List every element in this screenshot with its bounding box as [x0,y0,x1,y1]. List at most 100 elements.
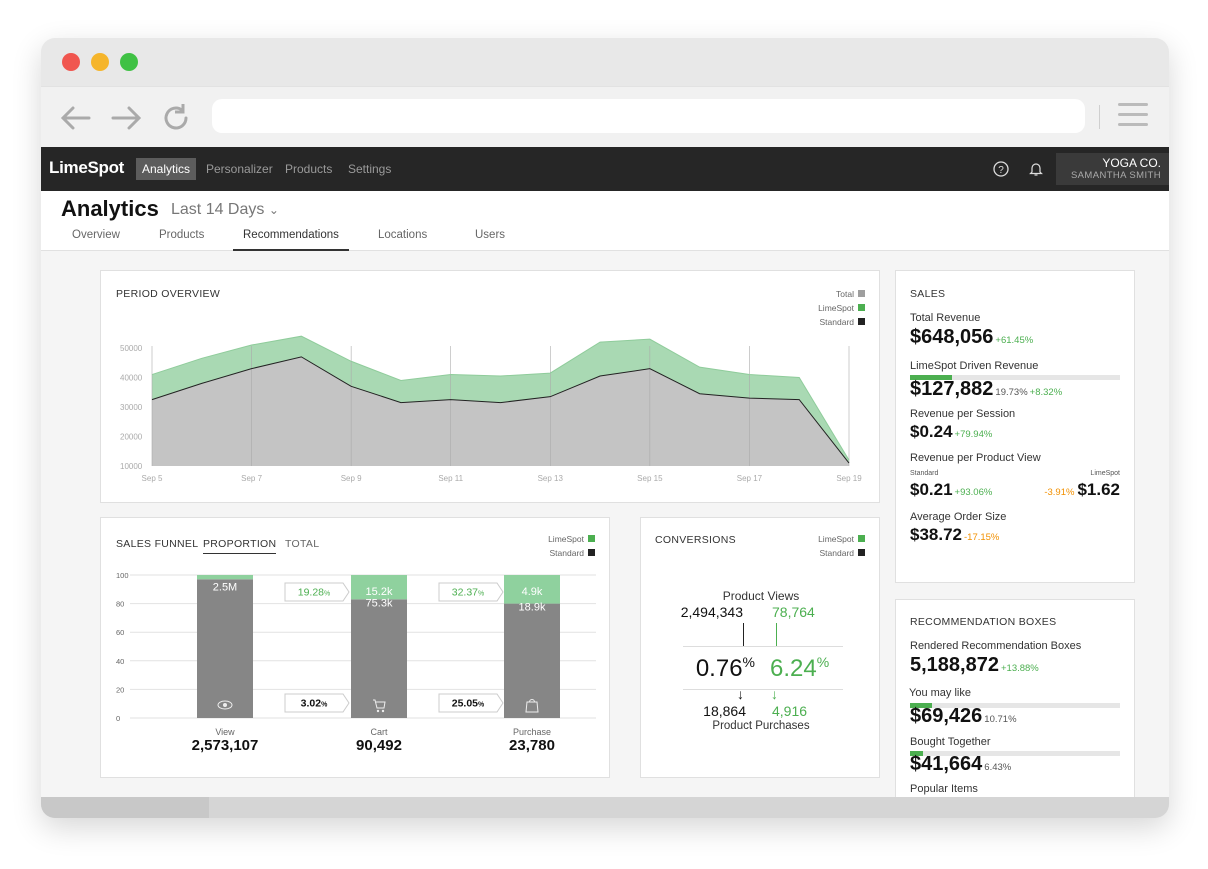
scrollbar-thumb[interactable] [41,797,209,818]
you-may-like-label: You may like [909,687,971,699]
y-tick-label: 60 [116,628,124,637]
funnel-legend: LimeSpot Standard [548,532,595,560]
limespot-revenue-change: +8.32% [1029,387,1063,398]
y-tick-label: 50000 [120,344,143,353]
page-title: Analytics [61,196,159,221]
revenue-per-session-value: $0.24 +79.94% [910,422,993,441]
rendered-boxes-label: Rendered Recommendation Boxes [910,640,1082,652]
browser-toolbar [41,86,1169,147]
popular-items-label: Popular Items [910,783,978,795]
you-may-like-pct: 10.71% [984,714,1017,725]
period-overview-card: PERIOD OVERVIEW Total LimeSpot Standard … [100,270,880,503]
y-tick-label: 20 [116,685,124,694]
tab-total[interactable]: TOTAL [285,538,320,550]
stage-name: View [215,727,235,737]
limespot-bar-label: 15.2k [366,586,393,598]
sales-funnel-card: SALES FUNNEL PROPORTION TOTAL LimeSpot S… [100,517,610,778]
limespot-rate-value: 19.28% [298,587,331,599]
product-purchases-label: Product Purchases [712,720,810,732]
svg-text:?: ? [998,165,1004,176]
tab-users[interactable]: Users [475,229,506,241]
per-view-standard-change: +93.06% [954,487,993,498]
conversions-card: CONVERSIONS LimeSpot Standard Product Vi… [640,517,880,778]
limespot-rate-flag [438,582,504,602]
x-tick-label: Sep 9 [341,474,362,483]
y-tick-label: 10000 [120,462,143,471]
standard-rate-flag [438,693,504,713]
stage-name: Purchase [513,727,551,737]
revenue-per-session-change: +79.94% [954,429,993,440]
recommendation-boxes-title: RECOMMENDATION BOXES [910,616,1057,628]
dashboard-content: PERIOD OVERVIEW Total LimeSpot Standard … [41,251,1169,799]
minimize-window-dot[interactable] [91,53,109,71]
nav-products[interactable]: Products [285,162,333,176]
legend-standard: Standard [818,546,865,560]
limespot-bar-label: 4.9k [522,586,543,598]
date-range-dropdown[interactable]: Last 14 Days ⌄ [171,201,279,219]
tab-recommendations[interactable]: Recommendations [233,229,349,251]
bought-together-pct: 6.43% [984,762,1012,773]
period-overview-chart: 50000 40000 30000 20000 10000 Sep 5 Sep 7 Sep 9… [120,335,862,483]
cart-icon [373,699,386,713]
legend-limespot: LimeSpot [818,301,865,315]
account-company: YOGA CO. [1102,156,1161,170]
standard-bar [197,579,253,718]
back-arrow-icon[interactable] [59,101,93,135]
x-tick-label: Sep 15 [637,474,663,483]
account-menu[interactable]: YOGA CO. SAMANTHA SMITH [1056,153,1169,185]
standard-area [152,356,849,466]
standard-bar-label: 75.3k [366,597,393,609]
nav-analytics[interactable]: Analytics [136,158,197,180]
tab-locations[interactable]: Locations [378,229,428,241]
tab-products[interactable]: Products [159,229,205,241]
bought-together-value: $41,664 6.43% [910,753,1012,775]
maximize-window-dot[interactable] [120,53,138,71]
bought-together-label: Bought Together [910,736,991,748]
x-tick-label: Sep 13 [538,474,564,483]
product-views-label: Product Views [722,589,800,603]
conversions-title: CONVERSIONS [655,534,736,546]
bag-icon [525,699,539,713]
standard-conversion-rate: 0.76% [695,654,755,682]
bell-icon[interactable] [1029,161,1043,177]
nav-settings[interactable]: Settings [348,162,392,176]
recommendation-boxes-card: RECOMMENDATION BOXES Rendered Recommenda… [895,599,1135,799]
sales-card: SALES Total Revenue $648,056 +61.45% Lime… [895,270,1135,583]
close-window-dot[interactable] [62,53,80,71]
period-overview-title: PERIOD OVERVIEW [116,288,221,300]
nav-personalizer[interactable]: Personalizer [206,162,273,176]
limespot-revenue-bar [910,375,1120,380]
legend-limespot: LimeSpot [548,532,595,546]
limespot-views-line [776,623,777,647]
standard-bar [351,599,407,718]
limespot-revenue-share: 19.73% [995,387,1028,398]
hamburger-menu-icon[interactable] [1118,103,1148,129]
total-line [151,335,850,461]
address-bar[interactable] [212,99,1085,133]
y-tick-label: 40000 [120,374,143,383]
per-view-limespot-change: -3.91% [1044,487,1075,498]
tab-proportion[interactable]: PROPORTION [203,538,277,554]
horizontal-scrollbar[interactable] [41,797,1169,818]
bag-body [525,699,539,713]
help-icon[interactable]: ? [993,161,1009,177]
per-view-standard-value: $0.21 +93.06% [910,480,993,499]
reload-icon[interactable] [159,101,193,135]
limespot-purchases: 4,916 [772,703,808,719]
chevron-down-icon: ⌄ [268,203,279,217]
limespot-views: 78,764 [772,604,815,620]
legend-limespot: LimeSpot [818,532,865,546]
rendered-boxes-change: +13.88% [1000,663,1039,674]
total-revenue-value: $648,056 +61.45% [910,326,1034,348]
forward-arrow-icon[interactable] [109,101,143,135]
per-view-limespot-value: -3.91% $1.62 [1044,480,1120,499]
page-header: Analytics Last 14 Days ⌄ Overview Produc… [41,191,1169,251]
sales-funnel-title: SALES FUNNEL [116,538,199,550]
y-tick-label: 20000 [120,433,143,442]
eye-outline [217,700,233,710]
down-arrow-icon: ↓ [771,686,778,702]
stage-total: 2,573,107 [192,737,259,754]
per-view-standard-label: Standard [910,470,939,477]
tab-overview[interactable]: Overview [72,229,120,241]
